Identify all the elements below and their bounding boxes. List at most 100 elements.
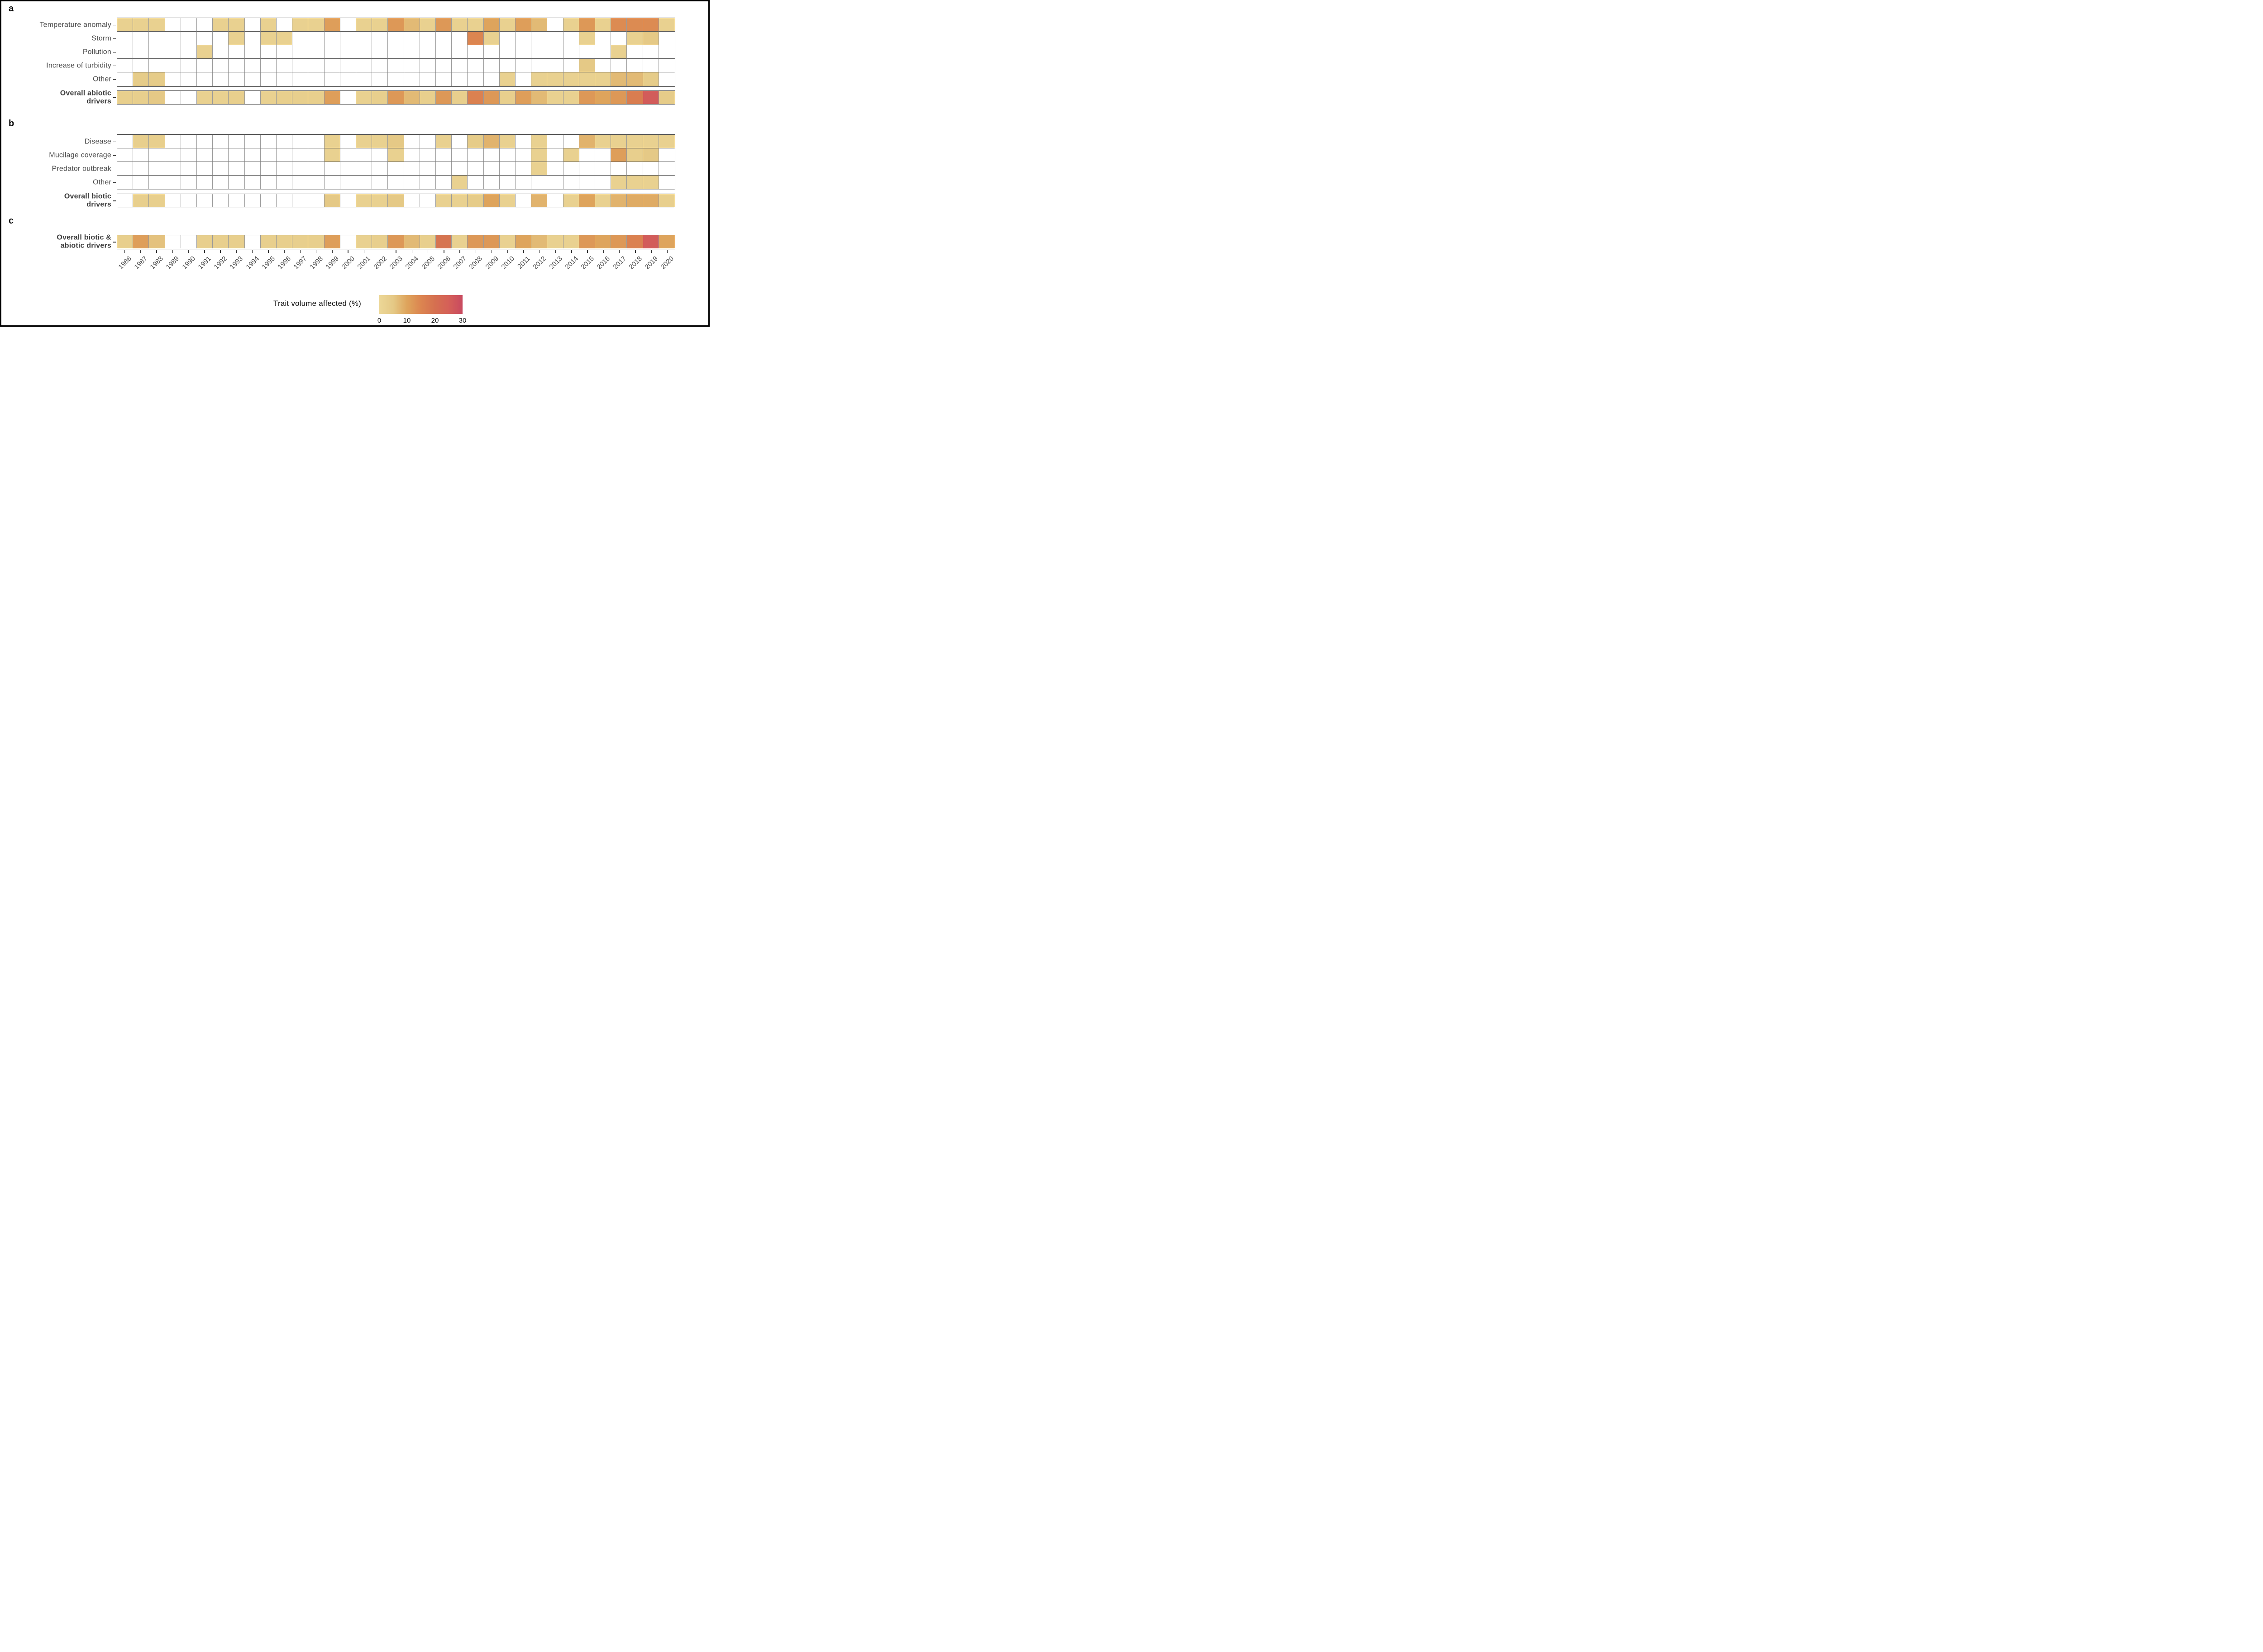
heatmap-cell bbox=[388, 135, 404, 148]
heatmap-cell bbox=[213, 148, 229, 162]
heatmap-cell bbox=[260, 162, 277, 176]
heatmap-cell bbox=[197, 135, 213, 148]
heatmap-cell bbox=[611, 72, 627, 86]
heatmap-cell bbox=[277, 91, 293, 104]
heatmap-cell bbox=[388, 45, 404, 59]
heatmap-cell bbox=[308, 176, 325, 189]
heatmap-cell bbox=[579, 176, 595, 189]
x-axis-tick bbox=[188, 250, 189, 253]
heatmap-cell bbox=[563, 91, 579, 104]
x-axis-label: 2004 bbox=[404, 255, 420, 271]
heatmap-cell bbox=[165, 18, 181, 32]
x-axis-label: 1987 bbox=[133, 255, 149, 271]
x-axis-tick bbox=[348, 250, 349, 253]
heatmap-cell bbox=[643, 91, 659, 104]
heatmap-cell bbox=[563, 194, 579, 207]
heatmap-cell bbox=[483, 32, 500, 45]
heatmap-cell bbox=[563, 45, 579, 59]
heatmap-cell bbox=[483, 194, 500, 207]
heatmap-cell bbox=[579, 59, 595, 72]
heatmap-cell bbox=[659, 72, 675, 86]
heatmap-cell bbox=[181, 32, 197, 45]
heatmap-cell bbox=[324, 45, 340, 59]
heatmap-cell bbox=[308, 59, 325, 72]
heatmap-cell bbox=[547, 32, 563, 45]
heatmap-cell bbox=[149, 235, 165, 248]
heatmap-cell bbox=[133, 194, 149, 207]
x-axis-tick bbox=[172, 250, 173, 253]
heatmap-cell bbox=[404, 148, 420, 162]
heatmap-cell bbox=[292, 148, 309, 162]
heatmap-band bbox=[117, 194, 675, 208]
heatmap-cell bbox=[229, 59, 245, 72]
heatmap-cell bbox=[468, 162, 484, 176]
heatmap-cell bbox=[547, 91, 563, 104]
heatmap-cell bbox=[531, 91, 548, 104]
heatmap-cell bbox=[388, 148, 404, 162]
heatmap-cell bbox=[388, 162, 404, 176]
y-axis-tick bbox=[113, 38, 116, 39]
heatmap-cell bbox=[244, 45, 261, 59]
heatmap-cell bbox=[483, 135, 500, 148]
heatmap-cell bbox=[340, 235, 356, 248]
x-axis-tick bbox=[427, 250, 429, 253]
heatmap-cell bbox=[579, 162, 595, 176]
heatmap-cell bbox=[659, 18, 675, 32]
heatmap-cell bbox=[595, 72, 611, 86]
x-axis-label: 2019 bbox=[643, 255, 660, 271]
x-axis-tick bbox=[315, 250, 317, 253]
heatmap-cell bbox=[292, 135, 309, 148]
heatmap-cell bbox=[197, 45, 213, 59]
heatmap-cell bbox=[340, 176, 356, 189]
heatmap-cell bbox=[292, 18, 309, 32]
heatmap-cell bbox=[117, 176, 134, 189]
x-axis-label: 2011 bbox=[516, 255, 532, 271]
heatmap-cell bbox=[388, 59, 404, 72]
heatmap-cell bbox=[277, 18, 293, 32]
heatmap-cell bbox=[643, 32, 659, 45]
x-axis-label: 1989 bbox=[164, 255, 181, 271]
heatmap-cell bbox=[133, 72, 149, 86]
heatmap-cell bbox=[499, 148, 516, 162]
heatmap-cell bbox=[659, 135, 675, 148]
heatmap-cell bbox=[372, 176, 388, 189]
heatmap-cell bbox=[531, 176, 548, 189]
heatmap-cell bbox=[452, 235, 468, 248]
heatmap-cell bbox=[483, 45, 500, 59]
heatmap-cell bbox=[611, 235, 627, 248]
heatmap-cell bbox=[133, 91, 149, 104]
heatmap-cell bbox=[388, 32, 404, 45]
x-axis-tick bbox=[523, 250, 524, 253]
heatmap-cell bbox=[659, 148, 675, 162]
heatmap-cell bbox=[643, 45, 659, 59]
heatmap-cell bbox=[499, 18, 516, 32]
x-axis-tick bbox=[475, 250, 477, 253]
heatmap-cell bbox=[404, 135, 420, 148]
heatmap-cell bbox=[659, 32, 675, 45]
heatmap-cell bbox=[260, 135, 277, 148]
heatmap-cell bbox=[244, 91, 261, 104]
legend-tick-0: 0 bbox=[377, 317, 382, 324]
heatmap-cell bbox=[420, 59, 436, 72]
heatmap-cell bbox=[516, 72, 532, 86]
heatmap-cell bbox=[197, 148, 213, 162]
row-label: Pollution bbox=[82, 48, 111, 56]
heatmap-cell bbox=[277, 32, 293, 45]
heatmap-cell bbox=[117, 194, 134, 207]
x-axis-label: 1998 bbox=[308, 255, 325, 271]
heatmap-cell bbox=[244, 59, 261, 72]
heatmap-cell bbox=[627, 18, 643, 32]
heatmap-cell bbox=[165, 91, 181, 104]
heatmap-cell bbox=[197, 194, 213, 207]
heatmap-cell bbox=[356, 45, 372, 59]
heatmap-cell bbox=[372, 162, 388, 176]
heatmap-cell bbox=[181, 72, 197, 86]
heatmap-cell bbox=[563, 176, 579, 189]
heatmap-cell bbox=[659, 162, 675, 176]
heatmap-cell bbox=[340, 148, 356, 162]
heatmap-cell bbox=[404, 72, 420, 86]
heatmap-cell bbox=[404, 162, 420, 176]
heatmap-cell bbox=[229, 162, 245, 176]
x-axis-tick bbox=[332, 250, 333, 253]
x-axis-tick bbox=[140, 250, 141, 253]
